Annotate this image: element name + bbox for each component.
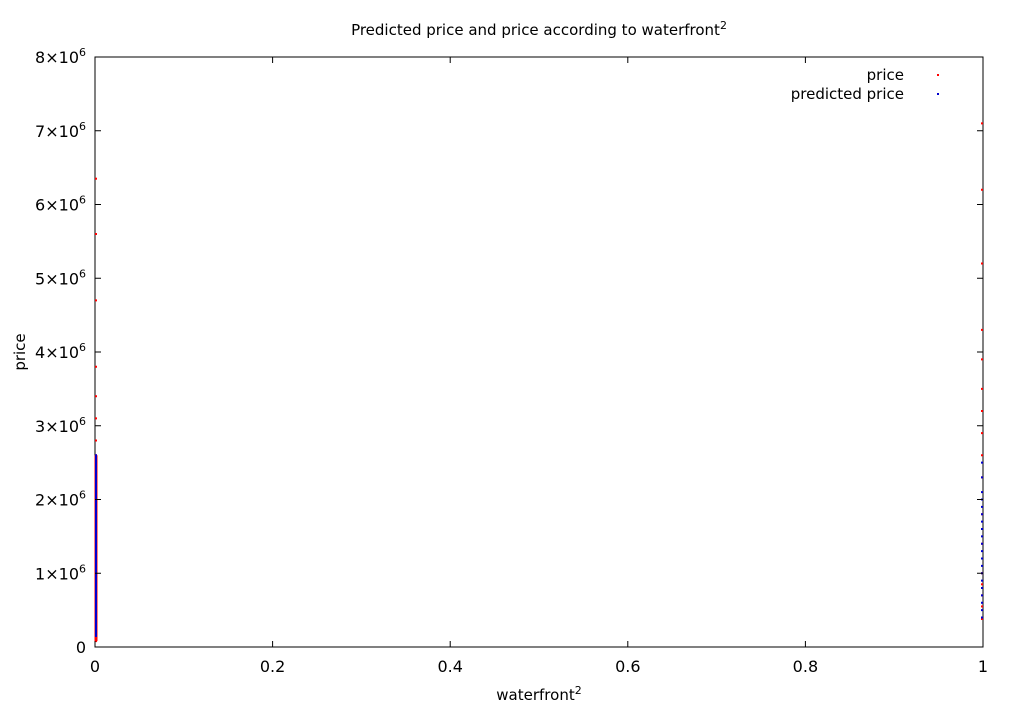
y-tick-label: 1×106 <box>35 562 86 583</box>
y-tick-label-base: 8×10 <box>35 48 79 67</box>
series-0-point <box>95 177 97 180</box>
y-tick-label-base: 7×10 <box>35 122 79 141</box>
y-tick-label-base: 2×10 <box>35 491 79 510</box>
y-tick-label-base: 0 <box>76 638 86 657</box>
y-axis-label: price <box>11 333 29 370</box>
series-1-point <box>981 579 983 582</box>
chart-title: Predicted price and price according to w… <box>351 19 727 39</box>
x-tick-label: 0.2 <box>260 657 285 676</box>
series-0-point <box>95 233 97 235</box>
y-tick-label-exponent: 6 <box>79 267 86 280</box>
y-tick-label: 4×106 <box>35 341 86 362</box>
y-tick-label-base: 4×10 <box>35 343 79 362</box>
series-0-point <box>95 299 97 302</box>
x-axis-label: waterfront2 <box>496 684 581 704</box>
legend-marker-series-1 <box>937 93 939 95</box>
y-tick-label-exponent: 6 <box>79 341 86 354</box>
series-0-point <box>981 328 983 331</box>
series-0-point <box>981 583 983 586</box>
y-tick-label-base: 1×10 <box>35 564 79 583</box>
y-tick-label: 6×106 <box>35 194 86 215</box>
series-0-point <box>95 439 97 442</box>
series-0-point <box>981 410 983 412</box>
plot-frame <box>94 56 984 648</box>
y-tick-label-exponent: 6 <box>79 562 86 575</box>
series-0-point <box>981 358 983 361</box>
series-1-point <box>981 528 983 530</box>
series-1-point <box>981 491 983 494</box>
series-1-point <box>981 601 983 604</box>
series-0-points <box>94 122 983 643</box>
series-1-point <box>981 587 983 589</box>
series-0-point <box>981 432 983 435</box>
y-tick-label-base: 5×10 <box>35 269 79 288</box>
y-tick-label-exponent: 6 <box>79 415 86 428</box>
series-0-point <box>981 188 983 191</box>
y-tick-label: 0 <box>76 638 86 657</box>
y-tick-label: 7×106 <box>35 120 86 141</box>
series-0-point <box>95 417 97 420</box>
series-0-point <box>981 605 983 608</box>
legend-marker-series-0 <box>937 74 939 76</box>
y-tick-label-base: 6×10 <box>35 196 79 215</box>
series-1-point <box>981 564 983 567</box>
y-tick-label: 3×106 <box>35 415 86 436</box>
series-0-point <box>95 395 97 398</box>
x-tick-label: 0 <box>90 657 100 676</box>
y-tick-label-exponent: 6 <box>79 120 86 133</box>
series-0-point <box>981 122 983 125</box>
series-1-point <box>981 557 983 560</box>
x-axis-label-text: waterfront <box>496 686 575 704</box>
series-1-point <box>981 505 983 508</box>
series-1-point <box>981 535 983 538</box>
series-0-point <box>95 365 97 368</box>
series-1-point <box>981 594 983 597</box>
y-tick-label-base: 3×10 <box>35 417 79 436</box>
ticks-layer: 0 0.2 0.4 0.6 0.8 101×1062×1063×1064×1065×106… <box>35 46 988 676</box>
legend-label-series-0: price <box>867 66 904 84</box>
y-tick-label-exponent: 6 <box>79 46 86 59</box>
series-1-point <box>981 609 983 612</box>
series-1-point <box>981 520 983 523</box>
y-tick-label: 5×106 <box>35 267 86 288</box>
y-tick-label: 8×106 <box>35 46 86 67</box>
y-tick-label-exponent: 6 <box>79 489 86 502</box>
x-tick-label: 1 <box>978 657 988 676</box>
series-0-point <box>981 617 983 620</box>
series-1-point <box>981 513 983 516</box>
series-1-points <box>95 454 983 637</box>
series-layer <box>94 122 983 643</box>
y-tick-label-exponent: 6 <box>79 194 86 207</box>
y-tick-label: 2×106 <box>35 489 86 510</box>
series-1-point <box>981 550 983 553</box>
series-1-point <box>981 476 983 479</box>
legend-label-series-1: predicted price <box>791 85 904 103</box>
series-0-point <box>981 387 983 390</box>
series-0-point <box>981 454 983 457</box>
x-tick-label: 0.6 <box>615 657 640 676</box>
series-0-point <box>981 262 983 265</box>
chart-title-text: Predicted price and price according to w… <box>351 21 720 39</box>
series-1-point <box>981 542 983 545</box>
x-tick-label: 0.8 <box>793 657 818 676</box>
series-1-point <box>981 461 983 464</box>
x-tick-label: 0.4 <box>437 657 462 676</box>
x-axis-label-superscript: 2 <box>575 684 582 697</box>
series-1-point <box>981 616 983 619</box>
chart-title-superscript: 2 <box>720 19 727 32</box>
